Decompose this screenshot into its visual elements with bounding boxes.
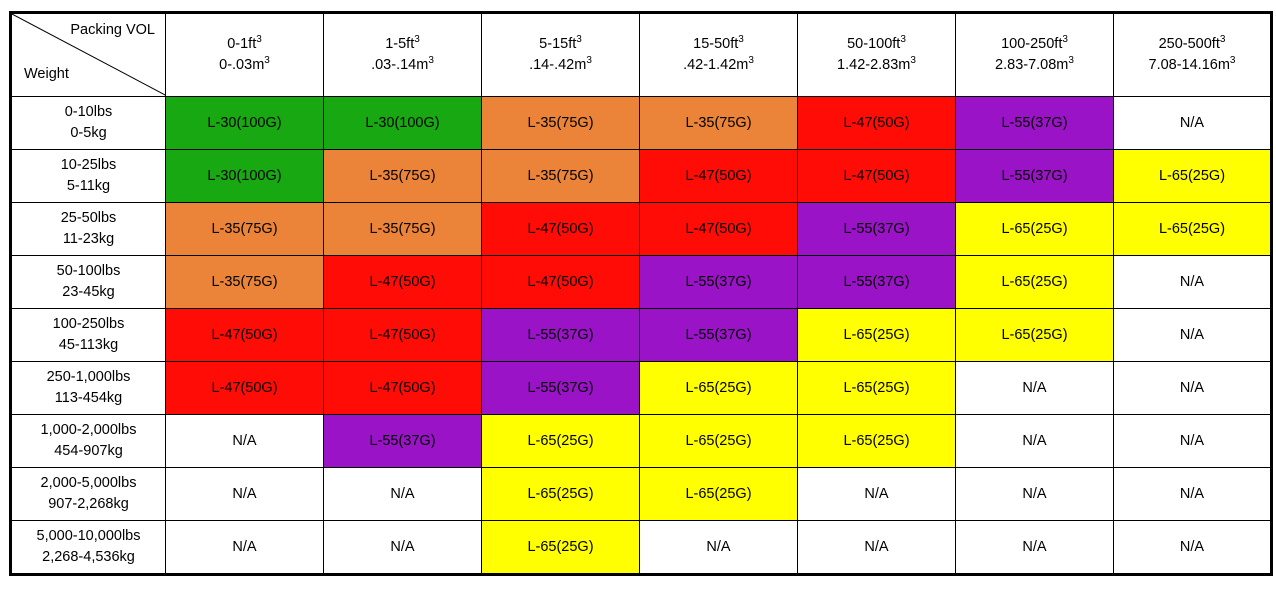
table-cell: L-55(37G) bbox=[323, 414, 482, 468]
table-cell: N/A bbox=[323, 467, 482, 521]
table-cell: L-35(75G) bbox=[165, 255, 324, 309]
table-cell: L-65(25G) bbox=[481, 414, 640, 468]
table-row: 10-25lbs 5-11kg L-30(100G) L-35(75G) L-35… bbox=[10, 149, 1272, 203]
table-cell: L-55(37G) bbox=[955, 149, 1114, 203]
table-cell: L-47(50G) bbox=[323, 255, 482, 309]
column-header-1: 1-5ft3.03-.14m3 bbox=[323, 12, 482, 97]
table-cell: N/A bbox=[1113, 414, 1272, 468]
table-cell: L-55(37G) bbox=[797, 255, 956, 309]
row-header-6: 1,000-2,000lbs 454-907kg bbox=[10, 414, 166, 468]
table-cell: L-55(37G) bbox=[639, 255, 798, 309]
table-cell: L-55(37G) bbox=[481, 308, 640, 362]
diagonal-divider bbox=[12, 14, 165, 96]
table-cell: N/A bbox=[165, 467, 324, 521]
table-cell: L-65(25G) bbox=[639, 361, 798, 415]
table-cell: L-65(25G) bbox=[955, 308, 1114, 362]
table-cell: L-47(50G) bbox=[797, 96, 956, 150]
table-row: 100-250lbs 45-113kg L-47(50G) L-47(50G) L… bbox=[10, 308, 1272, 362]
table-row: 0-10lbs 0-5kg L-30(100G) L-30(100G) L-35(… bbox=[10, 96, 1272, 150]
table-cell: L-47(50G) bbox=[797, 149, 956, 203]
table-cell: L-65(25G) bbox=[955, 255, 1114, 309]
weight-label: Weight bbox=[24, 66, 69, 82]
table-cell: N/A bbox=[165, 414, 324, 468]
table-cell: L-47(50G) bbox=[481, 255, 640, 309]
table-cell: N/A bbox=[323, 520, 482, 575]
table-cell: L-35(75G) bbox=[481, 96, 640, 150]
table-cell: L-65(25G) bbox=[639, 414, 798, 468]
table-cell: L-65(25G) bbox=[1113, 202, 1272, 256]
table-cell: L-35(75G) bbox=[323, 202, 482, 256]
table-cell: N/A bbox=[1113, 255, 1272, 309]
table-cell: L-65(25G) bbox=[481, 467, 640, 521]
row-header-4: 100-250lbs 45-113kg bbox=[10, 308, 166, 362]
table-cell: N/A bbox=[797, 467, 956, 521]
table-cell: L-55(37G) bbox=[481, 361, 640, 415]
row-header-0: 0-10lbs 0-5kg bbox=[10, 96, 166, 150]
table-cell: L-65(25G) bbox=[639, 467, 798, 521]
table-cell: N/A bbox=[165, 520, 324, 575]
table-cell: L-65(25G) bbox=[1113, 149, 1272, 203]
table-cell: N/A bbox=[1113, 96, 1272, 150]
table-cell: L-47(50G) bbox=[323, 308, 482, 362]
table-cell: N/A bbox=[1113, 361, 1272, 415]
table-cell: L-35(75G) bbox=[165, 202, 324, 256]
table-cell: L-65(25G) bbox=[797, 308, 956, 362]
table-cell: L-65(25G) bbox=[481, 520, 640, 575]
table-row: 1,000-2,000lbs 454-907kg N/A L-55(37G) L-… bbox=[10, 414, 1272, 468]
table-cell: L-55(37G) bbox=[797, 202, 956, 256]
table-cell: L-47(50G) bbox=[323, 361, 482, 415]
table-cell: L-35(75G) bbox=[323, 149, 482, 203]
table-cell: L-47(50G) bbox=[481, 202, 640, 256]
table-row: 2,000-5,000lbs 907-2,268kg N/A N/A L-65(2… bbox=[10, 467, 1272, 521]
table-cell: L-65(25G) bbox=[955, 202, 1114, 256]
column-header-0: 0-1ft3 0-.03m3 bbox=[165, 12, 324, 97]
row-header-2: 25-50lbs 11-23kg bbox=[10, 202, 166, 256]
table-body: 0-10lbs 0-5kg L-30(100G) L-30(100G) L-35(… bbox=[10, 96, 1272, 575]
packing-vol-label: Packing VOL bbox=[70, 22, 155, 38]
column-header-2: 5-15ft3.14-.42m3 bbox=[481, 12, 640, 97]
row-header-8: 5,000-10,000lbs 2,268-4,536kg bbox=[10, 520, 166, 575]
table-cell: L-47(50G) bbox=[639, 202, 798, 256]
row-header-7: 2,000-5,000lbs 907-2,268kg bbox=[10, 467, 166, 521]
table-cell: L-30(100G) bbox=[165, 96, 324, 150]
table-cell: L-30(100G) bbox=[323, 96, 482, 150]
column-header-3: 15-50ft3.42-1.42m3 bbox=[639, 12, 798, 97]
table-row: 250-1,000lbs 113-454kg L-47(50G) L-47(50G… bbox=[10, 361, 1272, 415]
table-cell: L-35(75G) bbox=[639, 96, 798, 150]
column-header-5: 100-250ft3 2.83-7.08m3 bbox=[955, 12, 1114, 97]
column-header-6: 250-500ft3 7.08-14.16m3 bbox=[1113, 12, 1272, 97]
table-cell: N/A bbox=[955, 520, 1114, 575]
row-header-1: 10-25lbs 5-11kg bbox=[10, 149, 166, 203]
table-cell: N/A bbox=[1113, 467, 1272, 521]
table-cell: N/A bbox=[955, 467, 1114, 521]
column-header-4: 50-100ft3 1.42-2.83m3 bbox=[797, 12, 956, 97]
table-cell: L-47(50G) bbox=[165, 361, 324, 415]
table-cell: N/A bbox=[955, 414, 1114, 468]
table-cell: L-35(75G) bbox=[481, 149, 640, 203]
table-cell: L-47(50G) bbox=[165, 308, 324, 362]
row-header-5: 250-1,000lbs 113-454kg bbox=[10, 361, 166, 415]
table-cell: L-30(100G) bbox=[165, 149, 324, 203]
table-row: 50-100lbs 23-45kg L-35(75G) L-47(50G) L-4… bbox=[10, 255, 1272, 309]
header-row: Packing VOL Weight 0-1ft3 0-.03m3 1-5ft3.… bbox=[10, 12, 1272, 97]
table-cell: N/A bbox=[1113, 308, 1272, 362]
table-cell: N/A bbox=[797, 520, 956, 575]
row-header-3: 50-100lbs 23-45kg bbox=[10, 255, 166, 309]
table-cell: L-55(37G) bbox=[955, 96, 1114, 150]
table-row: 5,000-10,000lbs 2,268-4,536kg N/A N/A L-6… bbox=[10, 520, 1272, 575]
table-cell: N/A bbox=[1113, 520, 1272, 575]
table-cell: N/A bbox=[955, 361, 1114, 415]
table-row: 25-50lbs 11-23kg L-35(75G) L-35(75G) L-47… bbox=[10, 202, 1272, 256]
table-cell: N/A bbox=[639, 520, 798, 575]
corner-header-cell: Packing VOL Weight bbox=[10, 12, 166, 97]
table-cell: L-65(25G) bbox=[797, 361, 956, 415]
table-cell: L-47(50G) bbox=[639, 149, 798, 203]
table-cell: L-55(37G) bbox=[639, 308, 798, 362]
table-cell: L-65(25G) bbox=[797, 414, 956, 468]
packing-size-table: Packing VOL Weight 0-1ft3 0-.03m3 1-5ft3.… bbox=[9, 11, 1273, 576]
